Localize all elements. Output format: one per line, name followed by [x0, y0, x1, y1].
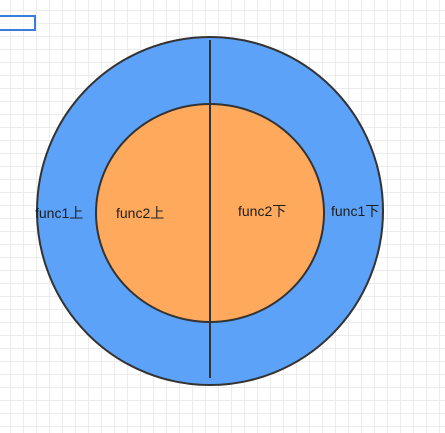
- label-outer-right: func1下: [331, 203, 379, 219]
- label-inner-left: func2上: [116, 205, 164, 221]
- label-outer-left: func1上: [35, 205, 83, 221]
- label-inner-right: func2下: [238, 203, 286, 219]
- selected-shape[interactable]: [0, 15, 36, 31]
